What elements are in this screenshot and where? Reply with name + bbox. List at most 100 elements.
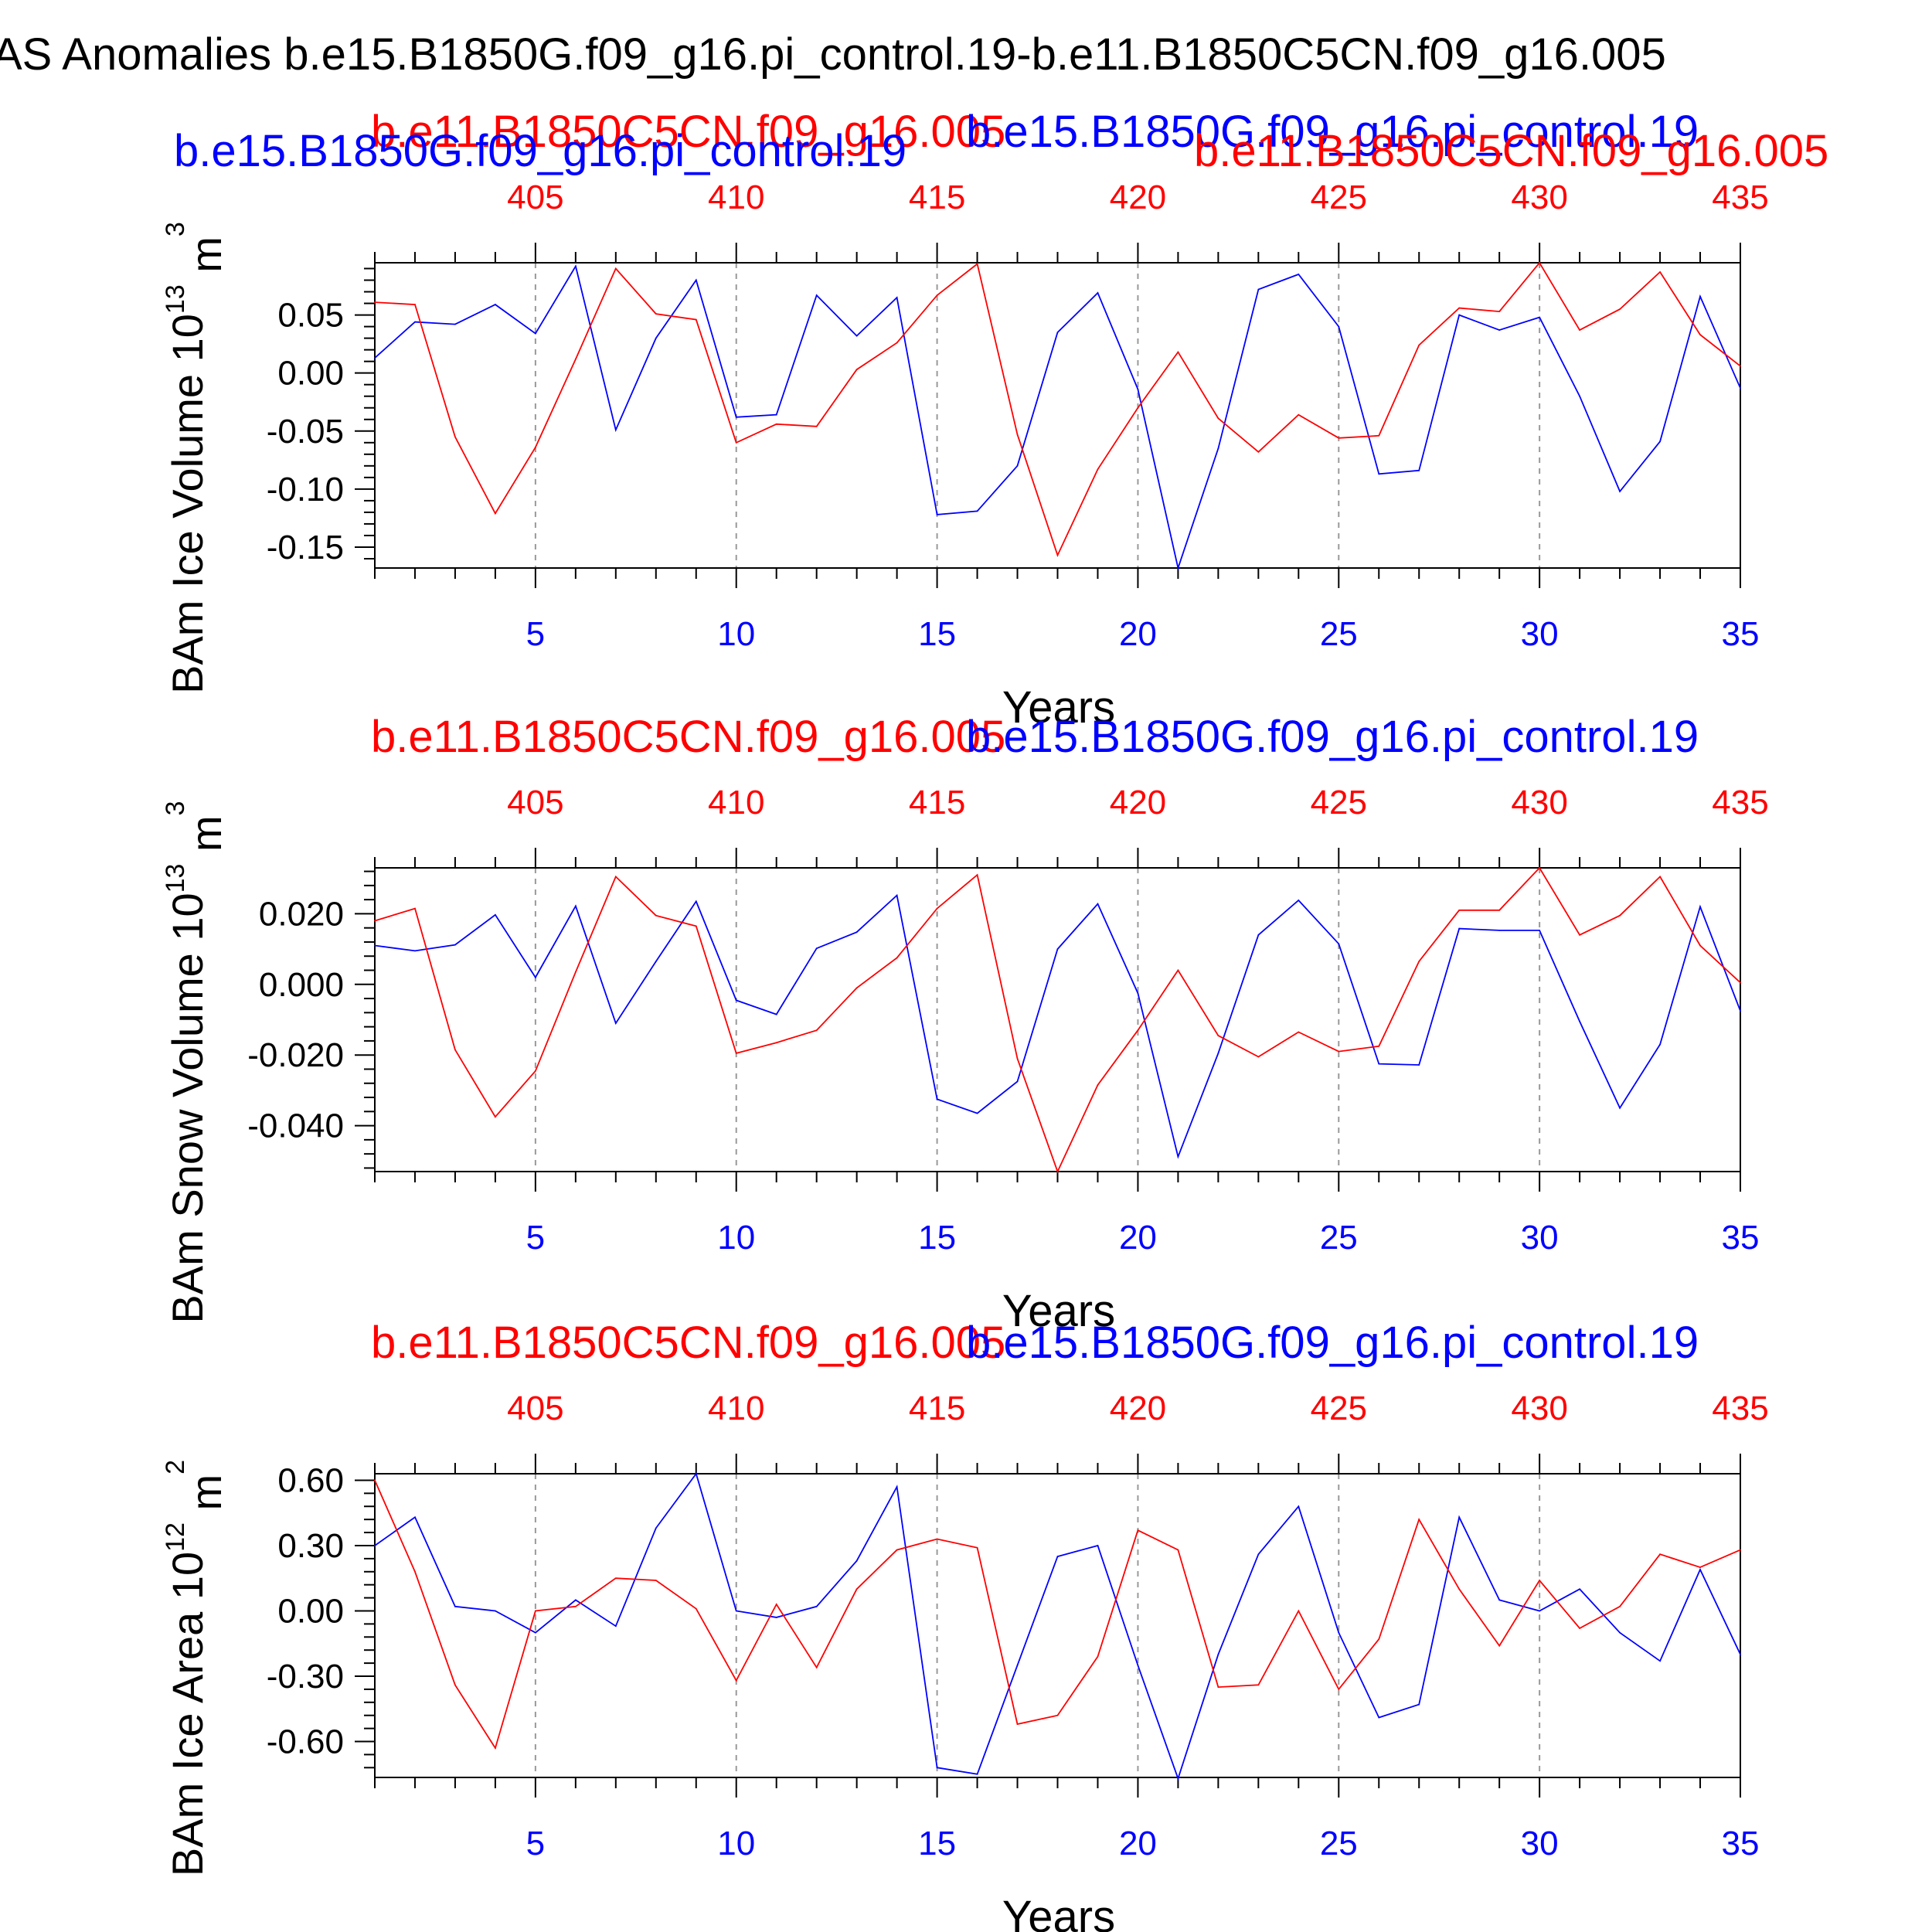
data-point bbox=[1539, 316, 1541, 318]
data-point bbox=[374, 1479, 376, 1481]
y-tick-label: 0.00 bbox=[277, 1592, 344, 1630]
data-point bbox=[574, 905, 577, 907]
data-point bbox=[1659, 876, 1661, 878]
y-axis-label-part: 3 bbox=[161, 222, 190, 236]
y-tick-label: -0.30 bbox=[267, 1658, 344, 1696]
plot-frame bbox=[374, 1473, 1741, 1778]
data-point bbox=[1298, 1610, 1300, 1612]
data-point bbox=[1418, 961, 1420, 962]
data-point bbox=[855, 369, 858, 371]
plot-frame bbox=[374, 867, 1741, 1172]
data-point bbox=[454, 436, 456, 438]
top-x-tick-label: 435 bbox=[1712, 784, 1768, 821]
data-point bbox=[1056, 948, 1059, 951]
data-point bbox=[574, 265, 577, 267]
y-tick-label: -0.10 bbox=[267, 471, 344, 509]
data-point bbox=[1659, 440, 1661, 443]
data-point bbox=[1137, 1665, 1139, 1666]
data-point bbox=[1659, 1553, 1661, 1556]
data-point bbox=[1217, 447, 1219, 450]
data-point bbox=[574, 971, 577, 973]
data-point bbox=[614, 1022, 617, 1024]
y-tick-label: 0.00 bbox=[277, 355, 344, 393]
case-a-label: b.e15.B1850G.f09_g16.pi_control.19 bbox=[966, 107, 1699, 157]
data-point bbox=[614, 1625, 617, 1628]
data-point bbox=[775, 1604, 777, 1605]
y-axis-label-part: 13 bbox=[161, 284, 190, 314]
data-point bbox=[1498, 1645, 1501, 1647]
data-point bbox=[614, 429, 617, 431]
data-point bbox=[1137, 388, 1139, 390]
y-axis-label-part: BAm Snow Volume 10 bbox=[163, 893, 212, 1323]
data-point bbox=[1418, 469, 1420, 471]
data-point bbox=[936, 514, 938, 515]
y-axis-label-part: BAm Ice Volume 10 bbox=[163, 314, 212, 694]
data-point bbox=[1016, 434, 1019, 436]
data-point bbox=[775, 423, 777, 425]
data-point bbox=[896, 297, 898, 298]
data-point bbox=[976, 510, 978, 512]
case-a-label: b.e15.B1850G.f09_g16.pi_control.19 bbox=[966, 1318, 1699, 1368]
top-x-tick-label: 420 bbox=[1110, 179, 1166, 216]
data-point bbox=[695, 925, 697, 927]
data-point bbox=[1257, 1684, 1260, 1686]
data-point bbox=[855, 1588, 858, 1590]
top-x-tick-label: 405 bbox=[507, 179, 563, 216]
y-axis-label-part: m bbox=[182, 815, 230, 863]
case-b-label: b.e11.B1850C5CN.f09_g16.005 bbox=[371, 1318, 1005, 1368]
x-tick-label: 30 bbox=[1521, 1219, 1559, 1257]
top-x-tick-label: 425 bbox=[1311, 784, 1367, 821]
data-point bbox=[735, 1053, 737, 1054]
data-point bbox=[695, 900, 697, 903]
data-point bbox=[1699, 295, 1701, 298]
x-tick-label: 10 bbox=[717, 615, 755, 653]
data-point bbox=[1097, 903, 1099, 905]
data-point bbox=[735, 999, 737, 1002]
data-point bbox=[936, 294, 938, 296]
y-tick-label: -0.020 bbox=[247, 1036, 344, 1074]
data-point bbox=[1619, 1631, 1621, 1634]
data-point bbox=[936, 1767, 938, 1769]
data-point bbox=[374, 301, 376, 303]
case-a-label-left: b.e15.B1850G.f09_g16.pi_control.19 bbox=[174, 126, 906, 176]
data-point bbox=[574, 358, 577, 360]
data-point bbox=[1498, 1599, 1501, 1601]
data-point bbox=[1378, 473, 1380, 475]
data-point bbox=[1740, 1010, 1741, 1012]
data-point bbox=[1298, 274, 1300, 275]
data-point bbox=[1097, 1545, 1099, 1546]
data-point bbox=[695, 318, 697, 321]
data-point bbox=[1338, 943, 1340, 945]
case-b-label: b.e11.B1850C5CN.f09_g16.005 bbox=[371, 107, 1005, 157]
data-point bbox=[1217, 1053, 1219, 1054]
data-point bbox=[454, 1049, 456, 1051]
y-tick-label: 0.30 bbox=[277, 1527, 344, 1565]
data-point bbox=[815, 294, 818, 296]
top-x-tick-label: 415 bbox=[909, 179, 965, 216]
data-point bbox=[1056, 1714, 1059, 1716]
data-point bbox=[1539, 929, 1541, 931]
data-point bbox=[495, 1610, 496, 1612]
data-point bbox=[1418, 1519, 1420, 1521]
data-point bbox=[655, 337, 657, 339]
x-axis-label: Years bbox=[1002, 682, 1115, 733]
data-point bbox=[695, 1607, 697, 1610]
data-point bbox=[775, 1042, 777, 1044]
top-x-tick-label: 420 bbox=[1110, 784, 1166, 821]
data-point bbox=[1498, 311, 1501, 312]
x-tick-label: 30 bbox=[1521, 615, 1559, 653]
data-point bbox=[1338, 325, 1340, 328]
data-point bbox=[695, 279, 697, 281]
data-point bbox=[1177, 969, 1179, 971]
data-point bbox=[1579, 1588, 1581, 1590]
y-axis-label: BAm Snow Volume 1013 m3 bbox=[161, 801, 230, 1323]
data-point bbox=[454, 1684, 456, 1686]
y-tick-label: 0.05 bbox=[277, 297, 344, 335]
data-point bbox=[534, 976, 536, 978]
data-point bbox=[1579, 934, 1581, 936]
data-point bbox=[1378, 1063, 1380, 1065]
case-b-label-right: b.e11.B1850C5CN.f09_g16.005 bbox=[1194, 126, 1828, 176]
data-point bbox=[815, 1029, 818, 1032]
data-point bbox=[775, 1617, 777, 1618]
